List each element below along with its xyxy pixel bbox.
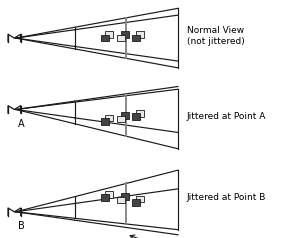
Bar bbox=[132, 113, 140, 120]
Text: B: B bbox=[18, 221, 25, 231]
Bar bbox=[101, 194, 109, 201]
Bar bbox=[136, 196, 144, 202]
Text: Jittered at Point A: Jittered at Point A bbox=[187, 112, 266, 121]
Bar bbox=[121, 112, 129, 119]
Bar bbox=[105, 115, 113, 121]
Text: Jittered at Point B: Jittered at Point B bbox=[187, 193, 266, 202]
Text: Plane in Focus: Plane in Focus bbox=[130, 235, 211, 238]
Text: Normal View
(not jittered): Normal View (not jittered) bbox=[187, 26, 244, 46]
Text: A: A bbox=[18, 119, 25, 129]
Bar bbox=[101, 35, 109, 41]
Bar bbox=[132, 35, 140, 41]
Bar bbox=[105, 191, 113, 198]
Bar bbox=[121, 31, 129, 38]
Bar bbox=[117, 35, 125, 41]
Bar bbox=[136, 31, 144, 38]
Bar bbox=[132, 199, 140, 206]
Bar bbox=[136, 110, 144, 117]
Bar bbox=[117, 116, 125, 122]
Bar bbox=[121, 193, 129, 200]
Bar bbox=[117, 197, 125, 203]
Bar bbox=[101, 118, 109, 125]
Bar bbox=[105, 31, 113, 38]
